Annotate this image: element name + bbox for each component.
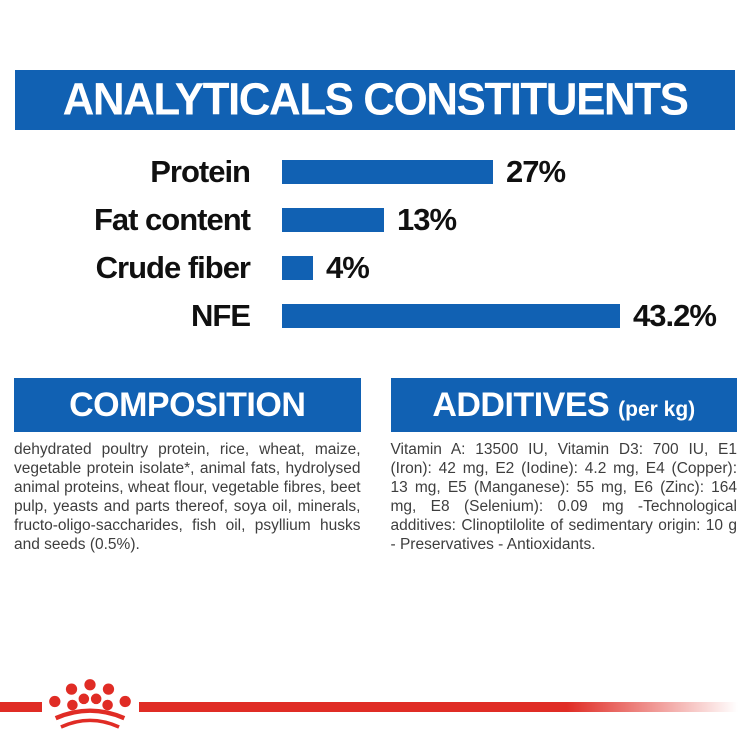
chart-bar [282,304,620,328]
chart-value-label: 27% [506,154,566,189]
additives-header: ADDITIVES (per kg) [390,378,737,432]
composition-text: dehydrated poultry protein, rice, wheat,… [14,441,361,553]
chart-value-label: 4% [326,250,370,285]
additives-section: ADDITIVES (per kg) Vitamin A: 13500 IU, … [390,378,738,554]
chart-bar [282,208,384,232]
chart-category-label: NFE [191,298,251,333]
royal-canin-crown-logo-icon [49,679,131,729]
chart-row: Fat content 13% [0,196,750,244]
chart-value-label: 43.2% [633,298,717,333]
composition-header: COMPOSITION [14,378,361,432]
additives-text: Vitamin A: 13500 IU, Vitamin D3: 700 IU,… [390,441,738,553]
analyticals-title-bar: ANALYTICALS CONSTITUENTS [15,70,735,130]
chart-row: Crude fiber 4% [0,244,750,292]
red-rule-left [0,702,42,712]
chart-row: Protein 27% [0,148,750,196]
red-rule-right [139,702,750,712]
additives-unit-label: (per kg) [618,397,696,421]
chart-category-label: Fat content [93,202,251,237]
chart-value-label: 13% [397,202,457,237]
info-columns: COMPOSITION dehydrated poultry protein, … [14,378,737,554]
composition-section: COMPOSITION dehydrated poultry protein, … [14,378,361,554]
chart-bar [282,256,313,280]
chart-row: NFE 43.2% [0,292,750,340]
additives-title: ADDITIVES [432,385,610,424]
chart-bar [282,160,493,184]
chart-category-label: Protein [150,154,251,189]
brand-footer [0,650,750,750]
analyticals-bar-chart: Protein 27% Fat content 13% Crude fiber … [0,148,750,340]
composition-title: COMPOSITION [69,385,306,424]
chart-category-label: Crude fiber [95,250,251,285]
page-title: ANALYTICALS CONSTITUENTS [62,74,689,125]
